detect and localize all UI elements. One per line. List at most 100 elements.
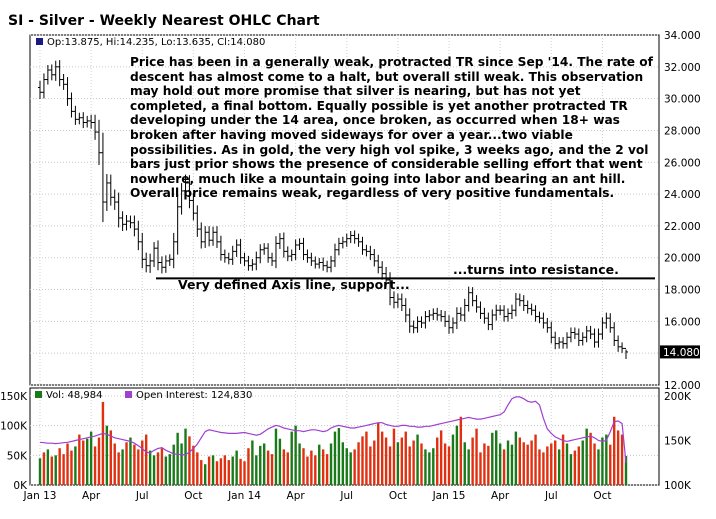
chart-title: SI - Silver - Weekly Nearest OHLC Chart <box>8 13 320 29</box>
volume-bar <box>420 443 423 485</box>
volume-bar <box>443 443 447 485</box>
volume-bar <box>74 446 77 485</box>
price-panel <box>29 34 660 386</box>
volume-bar <box>357 442 360 485</box>
volume-bar <box>262 443 266 485</box>
volume-bar <box>377 422 380 485</box>
volume-bar <box>168 454 171 485</box>
volume-bar <box>156 452 160 485</box>
volume-bar <box>573 450 577 485</box>
x-tick-label: Oct <box>389 490 407 502</box>
price-tick-label: 20.000 <box>664 253 701 265</box>
volume-bar <box>247 448 250 485</box>
last-price-label: 14.080 <box>663 347 700 359</box>
volume-bar <box>274 428 278 485</box>
volume-bar <box>137 449 140 485</box>
volume-bar <box>428 452 431 485</box>
volume-bar <box>479 452 482 485</box>
x-tick-label: Jan 13 <box>23 490 57 502</box>
volume-bar <box>380 431 384 485</box>
price-tick-label: 22.000 <box>664 221 701 233</box>
volume-bar <box>349 452 352 485</box>
volume-bar <box>255 455 258 485</box>
volume-bar <box>439 430 443 485</box>
volume-bar <box>518 437 522 485</box>
volume-bar <box>581 440 584 485</box>
volume-bar <box>113 443 116 485</box>
volume-bar <box>243 461 246 485</box>
price-tick-label: 30.000 <box>664 94 701 106</box>
volume-bar <box>436 437 439 485</box>
volume-tick-labels: 0K 50K 100K 150K <box>0 391 28 492</box>
volume-bar <box>620 434 624 485</box>
volume-bar <box>365 431 368 485</box>
volume-bar <box>270 454 274 485</box>
volume-bar <box>78 434 81 485</box>
volume-bar <box>180 443 183 485</box>
volume-legend-swatch <box>35 391 42 398</box>
volume-bar <box>314 455 317 485</box>
volume-bar <box>613 416 616 485</box>
volume-bar <box>54 455 57 485</box>
volume-bar <box>97 437 101 485</box>
volume-tick-label: 100K <box>0 421 28 433</box>
volume-bar <box>597 449 600 485</box>
volume-bar <box>495 430 498 485</box>
volume-bar <box>231 456 234 485</box>
volume-bar <box>616 430 620 485</box>
volume-bar <box>432 448 435 485</box>
volume-bar <box>589 432 592 485</box>
volume-bar <box>207 456 211 485</box>
volume-bar <box>487 445 490 485</box>
oi-legend-swatch <box>125 391 132 398</box>
open-interest-header: Open Interest: 124,830 <box>136 390 252 401</box>
price-ohlc-header: Op:13.875, Hi:14.235, Lo:13.635, Cl:14.0… <box>47 37 265 48</box>
x-tick-label: Jul <box>544 490 558 502</box>
volume-bar <box>569 454 573 485</box>
volume-bar <box>62 454 65 485</box>
x-tick-label: Jul <box>339 490 353 502</box>
volume-bar <box>498 443 502 485</box>
volume-bar <box>538 449 541 485</box>
volume-bar <box>514 431 518 485</box>
volume-bar <box>483 443 486 485</box>
volume-bar <box>550 443 553 485</box>
volume-bars <box>38 401 628 485</box>
open-interest-line <box>39 396 627 463</box>
volume-bar <box>219 458 223 485</box>
volume-bar <box>176 432 179 485</box>
volume-bar <box>329 443 333 485</box>
commentary-text: Price has been in a generally weak, prot… <box>130 55 653 201</box>
x-tick-label: Apr <box>82 490 101 502</box>
price-tick-label: 18.000 <box>664 285 701 297</box>
volume-bar <box>321 449 325 485</box>
volume-bar <box>133 444 136 485</box>
volume-bar <box>577 446 581 485</box>
volume-bar <box>70 450 73 485</box>
volume-bar <box>259 445 262 485</box>
volume-bar <box>502 449 506 485</box>
resistance-annotation: ...turns into resistance. <box>453 262 619 277</box>
volume-bar <box>565 443 569 485</box>
volume-bar <box>227 460 230 485</box>
volume-bar <box>546 446 549 485</box>
x-tick-label: Jan 14 <box>227 490 261 502</box>
last-price-tag <box>660 345 700 359</box>
volume-bar <box>82 440 85 485</box>
price-legend-swatch <box>36 38 43 45</box>
volume-bar <box>294 425 297 485</box>
volume-bar <box>141 440 144 485</box>
volume-bar <box>200 460 203 485</box>
volume-bar <box>491 432 494 485</box>
volume-bar <box>105 425 109 485</box>
volume-bar <box>601 437 604 485</box>
volume-bar <box>463 442 466 485</box>
price-tick-label: 34.000 <box>664 30 701 42</box>
x-tick-label: Apr <box>287 490 306 502</box>
volume-bar <box>412 440 415 485</box>
volume-bar <box>266 450 270 485</box>
volume-bar <box>211 455 215 485</box>
volume-bar <box>203 464 207 485</box>
ohlc-bars <box>38 60 628 359</box>
